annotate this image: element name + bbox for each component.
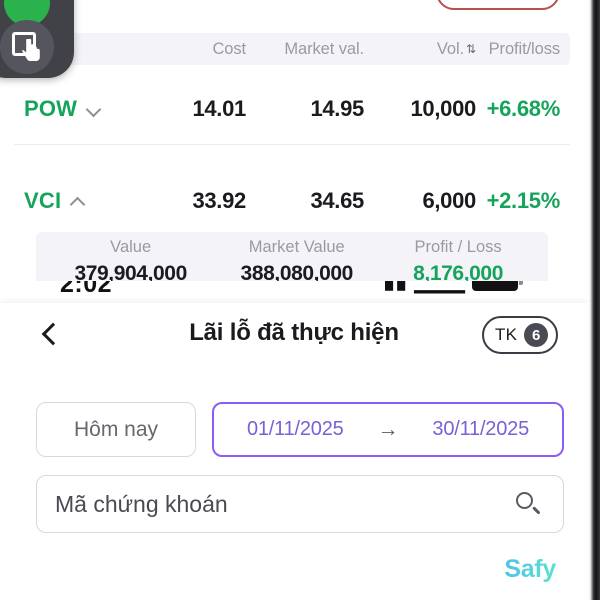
battery-icon: [472, 281, 523, 291]
detail-label-profit-loss: Profit / Loss: [414, 238, 502, 256]
search-box[interactable]: [36, 475, 564, 533]
detail-value-row: 379,904,000 388,080,000 8,176,000: [50, 257, 534, 286]
column-header-volume-label: Vol.: [436, 39, 465, 58]
sheet-header: Lãi lỗ đã thực hiện TK 6: [0, 303, 588, 365]
expanded-detail-panel: Value Market Value Profit / Loss 379,904…: [36, 232, 548, 288]
detail-value-value: 379,904,000: [74, 262, 187, 285]
column-header-cost[interactable]: Cost: [212, 39, 246, 58]
column-header-market-value[interactable]: Market val.: [284, 39, 364, 58]
detail-value-profit-loss: 8,176,000: [413, 262, 503, 285]
today-button[interactable]: Hôm nay: [36, 402, 196, 457]
today-button-label: Hôm nay: [73, 417, 159, 441]
arrow-right-icon: →: [377, 418, 399, 441]
row-market-value: 34.65: [310, 188, 364, 213]
status-bar-icons: ▮▮ ▁▁▁: [383, 281, 523, 292]
wifi-icon: ▁▁▁: [414, 281, 465, 292]
account-badge-label: TK: [495, 325, 518, 344]
table-header-row: mbol Cost Market val. Vol. ⇅ Profit/loss: [14, 33, 570, 65]
date-range-from[interactable]: 01/11/2025: [246, 418, 344, 440]
watermark: Safy: [504, 555, 556, 583]
table-row[interactable]: VCI 33.92 34.65 6,000 +2.15%: [14, 165, 570, 237]
detail-label-market-value: Market Value: [248, 238, 345, 256]
row-volume: 6,000: [422, 188, 476, 213]
search-input[interactable]: [55, 490, 475, 518]
row-market-value: 14.95: [310, 95, 364, 121]
row-cost: 14.01: [192, 95, 246, 121]
column-header-volume[interactable]: Vol. ⇅: [364, 40, 476, 59]
row-cost: 33.92: [192, 188, 246, 213]
row-symbol-label: VCI: [24, 188, 62, 213]
account-badge[interactable]: TK 6: [482, 316, 558, 354]
chevron-up-icon[interactable]: [70, 193, 86, 209]
chevron-down-icon[interactable]: [86, 101, 102, 117]
filter-row: Hôm nay 01/11/2025 → 30/11/2025: [36, 402, 564, 457]
row-symbol-cell[interactable]: VCI: [24, 188, 146, 214]
floating-overlay-dock[interactable]: [0, 0, 74, 78]
row-profit-loss: +2.15%: [486, 188, 561, 213]
search-icon[interactable]: [515, 491, 541, 517]
row-symbol-label: POW: [24, 95, 78, 121]
column-header-profit-loss[interactable]: Profit/loss: [488, 39, 560, 58]
page-title: Lãi lỗ đã thực hiện: [189, 319, 399, 346]
row-volume: 10,000: [410, 95, 477, 121]
date-range-to[interactable]: 30/11/2025: [432, 418, 530, 440]
row-symbol-cell[interactable]: POW: [24, 96, 146, 122]
status-bar-time: 2:02: [60, 281, 113, 298]
status-bar: 2:02 ▮▮ ▁▁▁: [0, 281, 588, 307]
red-outline-button[interactable]: [436, 0, 560, 10]
detail-label-value: Value: [110, 238, 152, 256]
detail-label-row: Value Market Value Profit / Loss: [50, 238, 534, 257]
device-frame-edge: [588, 0, 600, 600]
tap-gesture-button[interactable]: [0, 20, 54, 74]
account-badge-count: 6: [524, 323, 549, 347]
row-profit-loss: +6.68%: [486, 95, 561, 121]
bottom-sheet: Lãi lỗ đã thực hiện TK 6 Hôm nay 01/11/2…: [0, 303, 588, 600]
table-row[interactable]: POW 14.01 14.95 10,000 +6.68%: [14, 73, 570, 145]
date-range-picker[interactable]: 01/11/2025 → 30/11/2025: [212, 402, 564, 457]
tap-gesture-icon: [12, 32, 42, 62]
detail-value-market-value: 388,080,000: [240, 262, 354, 285]
signal-bars-icon: ▮▮: [383, 281, 407, 292]
sort-updown-icon: ⇅: [466, 42, 476, 56]
